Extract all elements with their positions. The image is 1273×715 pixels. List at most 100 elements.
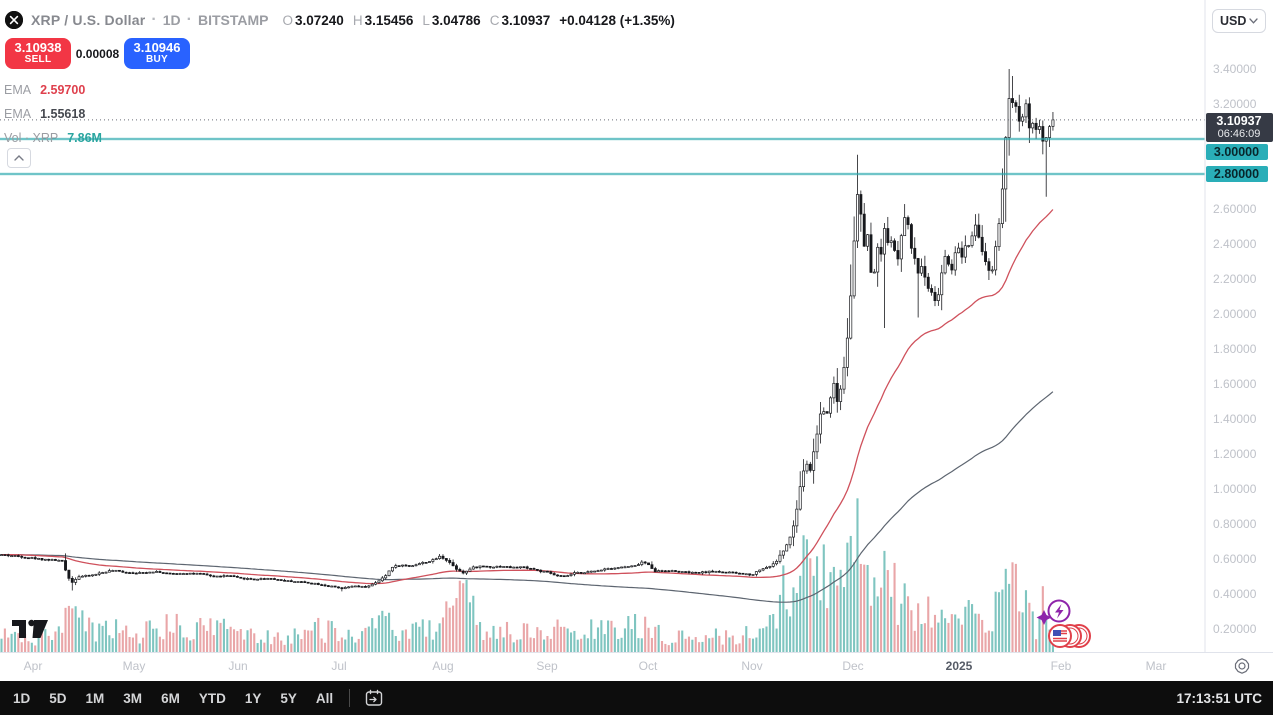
sell-button[interactable]: 3.10938 SELL [5, 38, 71, 69]
volume-bar [202, 625, 205, 652]
volume-bar [445, 601, 448, 652]
candle-up [761, 568, 765, 571]
candle-down [326, 585, 330, 587]
range-button-1m[interactable]: 1M [85, 690, 105, 706]
volume-bar [603, 634, 606, 652]
event-markers[interactable] [1036, 598, 1096, 652]
volume-bar [789, 616, 792, 652]
candle-up [330, 585, 334, 588]
candle-up [818, 413, 822, 435]
volume-bar [576, 639, 579, 652]
price-tick-label: 3.40000 [1213, 62, 1257, 76]
candle-up [256, 578, 260, 581]
volume-bar [984, 632, 987, 652]
volume-bar [596, 627, 600, 652]
candle-down [731, 571, 735, 574]
range-button-all[interactable]: All [315, 690, 334, 706]
candle-up [97, 572, 101, 575]
candle-down [357, 585, 361, 588]
candle-up [367, 585, 371, 588]
volume-bar [162, 639, 165, 652]
buy-button[interactable]: 3.10946 BUY [124, 38, 190, 69]
symbol-name[interactable]: XRP / U.S. Dollar [31, 12, 146, 28]
price-scale[interactable]: 3.40000 3.20000 2.60000 2.40000 2.20000 2.000… [1205, 0, 1273, 652]
candle-down [239, 576, 243, 579]
candle-up [313, 582, 317, 585]
candle-up [431, 559, 435, 562]
volume-bar [47, 635, 50, 652]
candle-down [532, 568, 536, 570]
go-to-date-button[interactable] [364, 688, 384, 708]
currency-dropdown[interactable]: USD [1212, 9, 1266, 33]
indicator-row[interactable]: EMA 2.59700 [4, 78, 102, 102]
candle-up [1051, 119, 1055, 127]
candle-up [414, 564, 418, 567]
candle-up [670, 570, 674, 572]
volume-bar [485, 631, 488, 652]
symbol-logo-icon[interactable] [5, 11, 23, 29]
range-button-5d[interactable]: 5D [49, 690, 67, 706]
high-value: 3.15456 [364, 12, 414, 28]
volume-bar [418, 626, 421, 652]
close-value: 3.10937 [501, 12, 551, 28]
candle-up [572, 572, 576, 575]
volume-bar [408, 638, 411, 652]
volume-bar [721, 644, 724, 652]
candle-up [394, 565, 398, 568]
range-button-5y[interactable]: 5Y [280, 690, 297, 706]
price-tick-label: 2.60000 [1213, 202, 1257, 216]
volume-bar [165, 614, 168, 652]
volume-bar [64, 607, 67, 652]
time-axis[interactable]: Apr May Jun Jul Aug Sep Oct Nov Dec 2025 Feb Mar [0, 652, 1273, 678]
candle-up [350, 585, 354, 588]
range-button-1d[interactable]: 1D [13, 690, 31, 706]
candlestick-chart[interactable] [0, 0, 1273, 681]
volume-bar [637, 638, 640, 652]
candle-down [16, 555, 20, 557]
volume-bar [367, 626, 370, 652]
volume-bar [937, 622, 940, 652]
candle-up [593, 570, 597, 573]
range-button-ytd[interactable]: YTD [198, 690, 226, 706]
volume-bar [812, 575, 815, 652]
volume-bar [317, 617, 320, 652]
tradingview-logo[interactable] [12, 618, 48, 640]
volume-bar [24, 633, 27, 652]
candle-up [812, 451, 816, 471]
candle-down [185, 573, 189, 575]
candle-up [596, 570, 600, 572]
volume-bar [910, 610, 913, 652]
range-button-1y[interactable]: 1Y [244, 690, 262, 706]
volume-bar [141, 637, 145, 652]
candle-up [438, 555, 442, 560]
volume-bar [1028, 602, 1031, 652]
volume-bar [913, 630, 916, 652]
interval-label[interactable]: 1D [162, 12, 181, 28]
candle-down [397, 565, 401, 567]
candle-up [390, 566, 394, 572]
candle-down [249, 578, 253, 580]
volume-bar [832, 566, 835, 652]
exchange-label[interactable]: BITSTAMP [197, 12, 269, 28]
range-button-6m[interactable]: 6M [161, 690, 180, 706]
volume-bar [755, 637, 758, 652]
price-tick-label: 2.00000 [1213, 307, 1257, 321]
low-value: 3.04786 [431, 12, 481, 28]
volume-bar [546, 636, 549, 652]
legend-collapse-button[interactable] [7, 148, 31, 168]
volume-bar [974, 613, 977, 652]
scale-settings-gear-icon[interactable] [1232, 656, 1252, 676]
indicator-row[interactable]: EMA 1.55618 [4, 102, 102, 126]
volume-bar [944, 618, 947, 652]
range-button-3m[interactable]: 3M [123, 690, 143, 706]
indicator-row[interactable]: Vol · XRP 7.86M [4, 126, 102, 150]
candle-down [869, 234, 873, 273]
volume-bar [337, 641, 340, 652]
price-tick-label: 1.00000 [1213, 482, 1257, 496]
candle-down [47, 558, 51, 561]
chart-pane[interactable]: XRP / U.S. Dollar · 1D · BITSTAMP O 3.07… [0, 0, 1273, 681]
price-tick-label: 3.20000 [1213, 97, 1257, 111]
candle-up [744, 573, 748, 576]
time-axis-label: Jun [228, 659, 248, 673]
candle-down [552, 573, 556, 576]
